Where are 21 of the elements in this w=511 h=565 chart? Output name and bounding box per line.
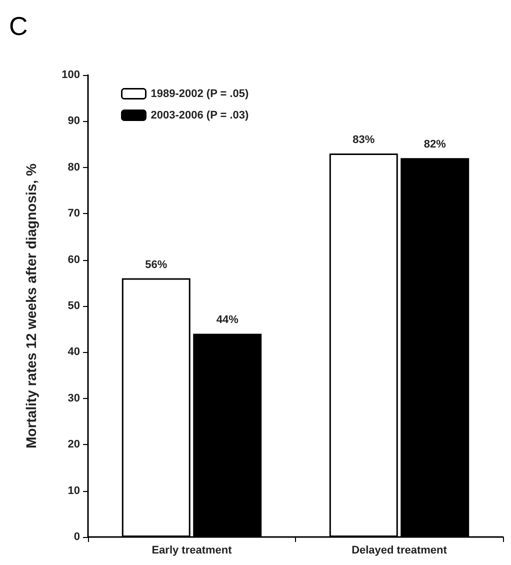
y-tick-label: 0 [74,531,80,543]
chart-title: C [9,11,28,41]
y-tick-label: 60 [68,254,80,266]
y-axis-title: Mortality rates 12 weeks after diagnosis, % [23,163,39,448]
y-tick-label: 10 [68,484,80,497]
y-tick-label: 40 [68,346,80,358]
y-tick-label: 70 [68,208,80,220]
y-tick-label: 20 [68,438,80,451]
x-tick-label: Delayed treatment [352,544,448,556]
y-tick-label: 30 [68,392,80,404]
data-label: 82% [424,138,446,151]
y-tick-label: 50 [68,300,80,312]
y-tick-label: 100 [62,69,80,81]
legend-label: 1989-2002 (P = .05) [150,88,250,100]
legend-label: 2003-2006 (P = .03) [150,109,250,122]
y-tick-label: 80 [68,161,80,174]
x-tick-label: Early treatment [152,544,232,556]
data-label: 44% [216,314,239,326]
data-label: 83% [352,134,375,146]
y-tick-label: 90 [68,115,80,128]
data-label: 56% [145,258,168,271]
